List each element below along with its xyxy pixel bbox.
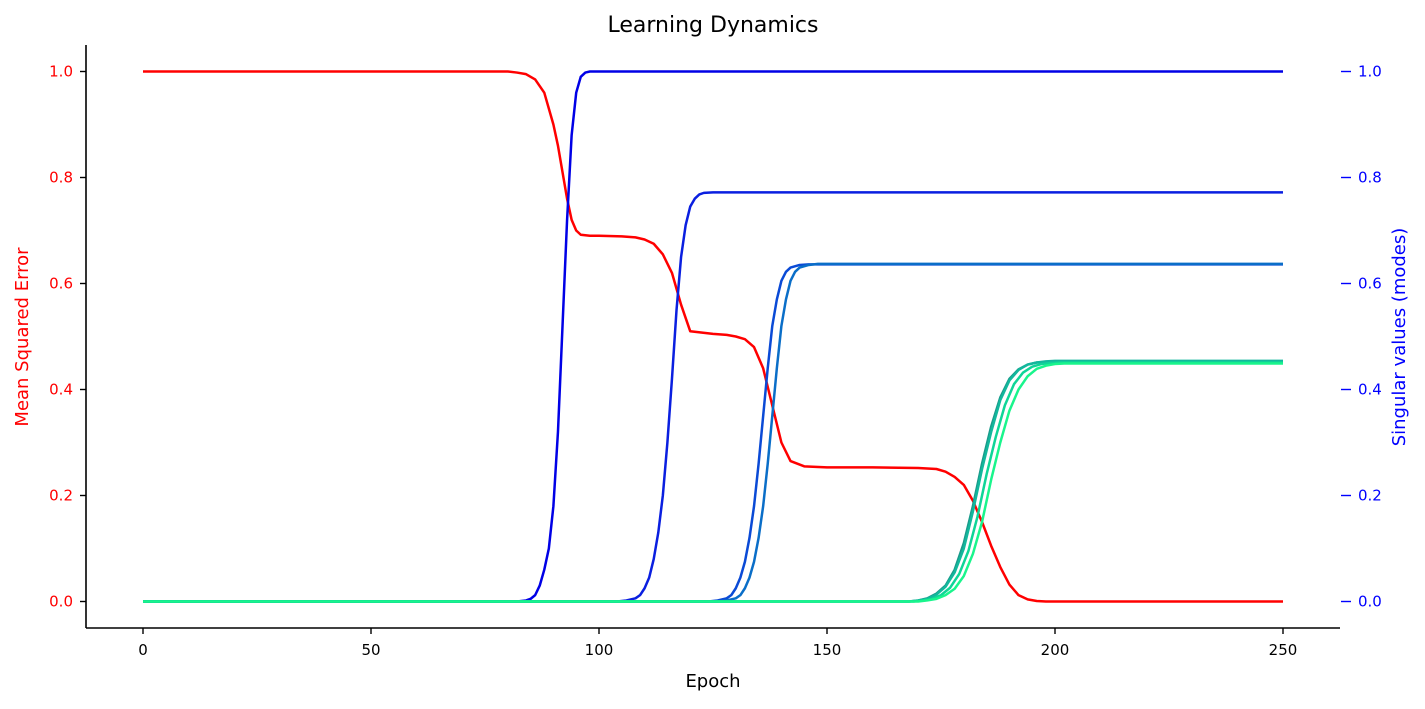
left-y-axis-label: Mean Squared Error <box>12 247 33 427</box>
x-tick-label: 200 <box>1041 641 1070 659</box>
singular-value-line-8 <box>143 362 1283 603</box>
right-y-tick-label: 1.0 <box>1358 63 1382 81</box>
x-tick-label: 0 <box>138 641 148 659</box>
right-y-axis-label: Singular values (modes) <box>1389 228 1410 447</box>
x-tick-label: 50 <box>361 641 380 659</box>
x-tick-label: 100 <box>585 641 614 659</box>
left-y-tick-label: 0.0 <box>49 593 73 611</box>
left-y-tick-label: 0.6 <box>49 275 73 293</box>
singular-value-line-2 <box>143 191 1283 603</box>
chart-title: Learning Dynamics <box>608 13 819 38</box>
singular-value-line-5 <box>143 360 1283 603</box>
right-y-tick-label: 0.2 <box>1358 487 1382 505</box>
right-y-tick-label: 0.6 <box>1358 275 1382 293</box>
left-y-tick-label: 0.4 <box>49 381 73 399</box>
singular-value-line-3 <box>143 263 1283 603</box>
mse-line-0 <box>143 70 1283 603</box>
singular-value-line-4 <box>143 262 1283 603</box>
series-layer <box>143 70 1283 603</box>
right-y-tick-label: 0.4 <box>1358 381 1382 399</box>
x-axis-label: Epoch <box>685 671 740 692</box>
singular-value-line-1 <box>143 70 1283 603</box>
axes-layer: 0 50 100 150 200 250 0.0 0.2 0.4 0.6 0.8 1.0 0.0 0.2 0… <box>49 45 1382 659</box>
singular-value-line-6 <box>143 359 1283 603</box>
x-tick-label: 150 <box>813 641 842 659</box>
singular-value-line-7 <box>143 361 1283 603</box>
x-tick-label: 250 <box>1269 641 1298 659</box>
right-y-tick-label: 0.0 <box>1358 593 1382 611</box>
right-y-tick-label: 0.8 <box>1358 169 1382 187</box>
left-y-tick-label: 0.8 <box>49 169 73 187</box>
left-y-tick-label: 0.2 <box>49 487 73 505</box>
left-y-tick-label: 1.0 <box>49 63 73 81</box>
